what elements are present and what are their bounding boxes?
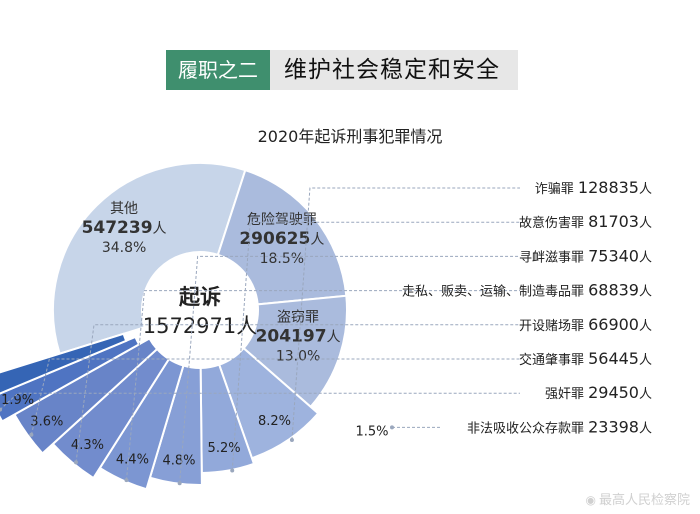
section-tag: 履职之二 bbox=[166, 50, 270, 90]
slice-percent: 4.4% bbox=[116, 452, 149, 467]
watermark-text: 最高人民检察院 bbox=[598, 493, 690, 508]
leader-dot bbox=[230, 468, 235, 473]
leader-dot bbox=[390, 425, 394, 430]
legend-name: 非法吸收公众存款罪 bbox=[467, 421, 588, 436]
pie-slice bbox=[52, 162, 247, 355]
legend-label: 强奸罪 29450人 bbox=[545, 383, 652, 402]
legend-name: 寻衅滋事罪 bbox=[519, 250, 588, 265]
center-label: 起诉 bbox=[178, 285, 221, 309]
slice-unit: 人 bbox=[153, 221, 167, 237]
legend-unit: 人 bbox=[639, 250, 652, 265]
section-banner: 履职之二 维护社会稳定和安全 bbox=[166, 50, 518, 90]
slice-percent: 4.8% bbox=[162, 454, 195, 469]
leader-line bbox=[179, 255, 520, 484]
leader-line bbox=[75, 324, 520, 463]
legend-value: 128835 bbox=[578, 178, 639, 197]
slice-percent: 4.3% bbox=[71, 438, 104, 453]
legend-unit: 人 bbox=[639, 285, 652, 300]
legend-unit: 人 bbox=[639, 216, 652, 231]
legend-name: 开设赌场罪 bbox=[519, 319, 588, 334]
leader-dot bbox=[124, 478, 129, 483]
center-total: 1572971人 bbox=[143, 314, 258, 338]
weibo-icon: ◉ bbox=[585, 493, 596, 507]
legend-label: 诈骗罪 128835人 bbox=[535, 178, 652, 197]
pie-slice bbox=[0, 335, 141, 423]
leader-dot bbox=[177, 481, 182, 486]
legend-label: 非法吸收公众存款罪 23398人 bbox=[467, 417, 652, 436]
legend-label: 寻衅滋事罪 75340人 bbox=[519, 246, 652, 265]
pie-slice bbox=[217, 346, 320, 460]
slice-name: 盗窃罪 bbox=[277, 310, 319, 326]
slice-percent: 1.5% bbox=[355, 424, 388, 439]
section-title: 维护社会稳定和安全 bbox=[270, 50, 518, 90]
slice-unit: 人 bbox=[310, 232, 324, 248]
legend-unit: 人 bbox=[639, 387, 652, 402]
slice-value: 290625人 bbox=[239, 229, 324, 249]
legend-unit: 人 bbox=[639, 319, 652, 334]
legend-value: 68839 bbox=[588, 281, 639, 300]
legend-value: 56445 bbox=[588, 349, 639, 368]
legend-value: 29450 bbox=[588, 383, 639, 402]
slice-percent: 5.2% bbox=[208, 441, 241, 456]
slice-name: 危险驾驶罪 bbox=[247, 212, 317, 228]
slice-unit: 人 bbox=[327, 330, 341, 346]
legend-value: 75340 bbox=[588, 246, 639, 265]
legend-unit: 人 bbox=[639, 353, 652, 368]
slice-value: 547239人 bbox=[82, 218, 167, 238]
legend-name: 故意伤害罪 bbox=[519, 215, 588, 231]
legend-name: 走私、贩卖、运输、制造毒品罪 bbox=[402, 284, 588, 300]
chart-title: 2020年起诉刑事犯罪情况 bbox=[257, 127, 443, 146]
leader-line bbox=[291, 187, 520, 441]
legend-value: 81703 bbox=[588, 212, 639, 231]
legend-name: 交通肇事罪 bbox=[519, 352, 588, 368]
pie-slices bbox=[0, 162, 348, 491]
leader-dot bbox=[0, 407, 3, 412]
slice-percent: 3.6% bbox=[30, 415, 63, 430]
legend-name: 强奸罪 bbox=[545, 387, 588, 402]
watermark: ◉ 最高人民检察院 bbox=[586, 489, 691, 508]
legend-label: 交通肇事罪 56445人 bbox=[519, 349, 652, 368]
leader-dot bbox=[289, 438, 294, 443]
pie-slice bbox=[216, 168, 348, 306]
legend-unit: 人 bbox=[639, 182, 652, 197]
legend-label: 走私、贩卖、运输、制造毒品罪 68839人 bbox=[402, 281, 652, 300]
legend-unit: 人 bbox=[639, 421, 652, 436]
slice-percent: 18.5% bbox=[260, 251, 304, 267]
legend-value: 66900 bbox=[588, 315, 639, 334]
leader-line bbox=[125, 290, 520, 481]
leader-line bbox=[30, 358, 520, 435]
slice-percent: 34.8% bbox=[102, 240, 146, 256]
leader-line bbox=[231, 221, 520, 471]
legend-value: 23398 bbox=[588, 417, 639, 436]
leader-dot bbox=[29, 432, 34, 437]
legend-label: 故意伤害罪 81703人 bbox=[519, 212, 652, 231]
legend-name: 诈骗罪 bbox=[535, 182, 578, 197]
slice-percent: 8.2% bbox=[258, 414, 291, 429]
slice-value: 204197人 bbox=[256, 327, 341, 347]
slice-percent: 13.0% bbox=[276, 349, 320, 365]
legend-label: 开设赌场罪 66900人 bbox=[519, 315, 652, 334]
pie-slice bbox=[0, 332, 128, 395]
slice-percent: 1.9% bbox=[1, 393, 34, 408]
pie-slice bbox=[242, 294, 348, 409]
slice-name: 其他 bbox=[110, 201, 138, 217]
leader-dot bbox=[74, 460, 79, 465]
